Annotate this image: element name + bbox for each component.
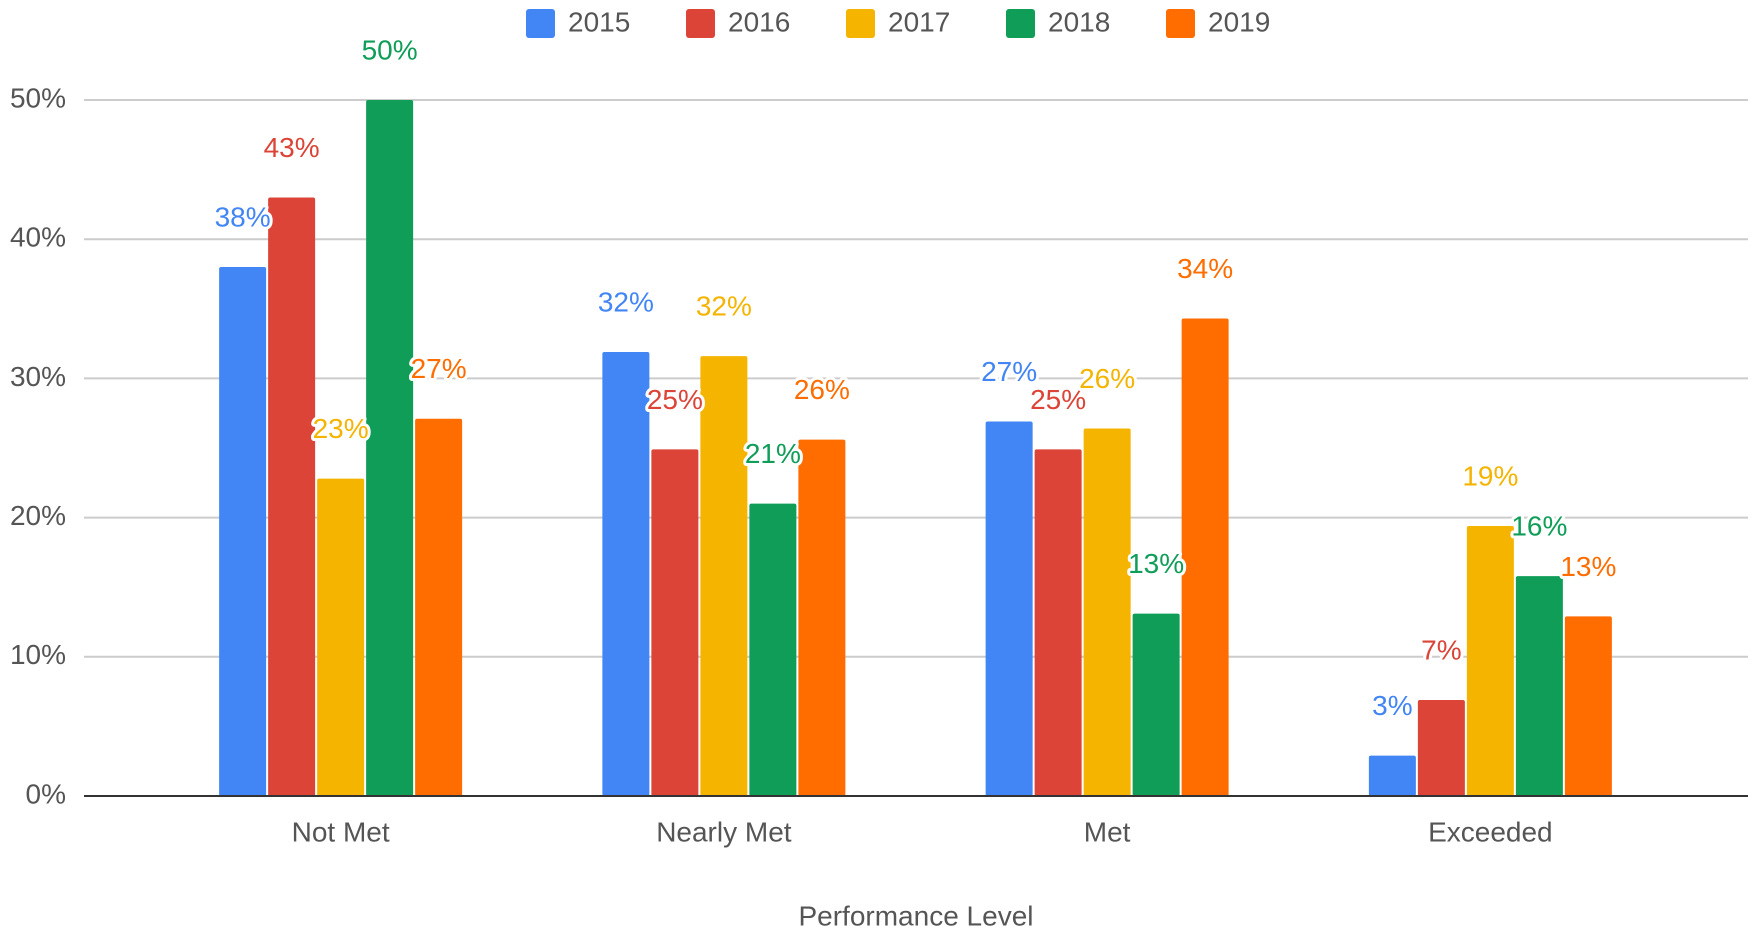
bar — [1034, 449, 1082, 796]
data-label: 19% — [1462, 460, 1518, 491]
x-tick-label: Met — [1084, 816, 1131, 847]
bar — [1181, 318, 1229, 796]
data-label: 7% — [1421, 634, 1461, 665]
bar — [1417, 699, 1465, 796]
data-label: 25% — [647, 384, 703, 415]
bar — [268, 197, 316, 796]
data-label: 13% — [1560, 551, 1616, 582]
bar — [749, 503, 797, 796]
y-tick-label: 0% — [26, 778, 66, 809]
legend-swatch — [686, 9, 715, 38]
data-label: 26% — [794, 374, 850, 405]
data-label: 27% — [981, 356, 1037, 387]
x-axis-title: Performance Level — [798, 900, 1033, 931]
bar — [798, 439, 846, 796]
bar — [651, 449, 699, 796]
data-label: 34% — [1177, 253, 1233, 284]
bar — [317, 478, 365, 796]
y-tick-label: 10% — [10, 639, 66, 670]
x-tick-label: Nearly Met — [656, 816, 792, 847]
bar — [219, 267, 267, 796]
bar — [366, 100, 414, 796]
data-label: 16% — [1511, 510, 1567, 541]
data-label: 25% — [1030, 384, 1086, 415]
x-tick-label: Not Met — [292, 816, 390, 847]
legend-label: 2018 — [1048, 6, 1110, 37]
legend-label: 2017 — [888, 6, 950, 37]
data-label: 43% — [264, 132, 320, 163]
data-label: 50% — [362, 34, 418, 65]
legend-swatch — [1166, 9, 1195, 38]
data-label: 27% — [411, 353, 467, 384]
bar — [1564, 616, 1612, 796]
data-label: 23% — [313, 413, 369, 444]
legend-label: 2016 — [728, 6, 790, 37]
legend-label: 2015 — [568, 6, 630, 37]
x-tick-label: Exceeded — [1428, 816, 1553, 847]
data-label: 38% — [215, 201, 271, 232]
legend-swatch — [1006, 9, 1035, 38]
bar — [1132, 613, 1180, 796]
bar — [602, 351, 650, 796]
data-label: 26% — [1079, 363, 1135, 394]
bar — [1466, 525, 1514, 796]
bar — [1083, 428, 1131, 796]
bar — [700, 356, 748, 796]
bar — [415, 418, 463, 796]
legend-swatch — [526, 9, 555, 38]
bar — [985, 421, 1033, 796]
data-label: 13% — [1128, 548, 1184, 579]
bar — [1368, 755, 1416, 796]
y-tick-label: 50% — [10, 82, 66, 113]
data-label: 32% — [598, 286, 654, 317]
y-tick-label: 40% — [10, 222, 66, 253]
bar — [1515, 576, 1563, 796]
legend-swatch — [846, 9, 875, 38]
y-tick-label: 30% — [10, 361, 66, 392]
data-label: 21% — [745, 438, 801, 469]
data-label: 32% — [696, 291, 752, 322]
data-label: 3% — [1372, 690, 1412, 721]
legend-label: 2019 — [1208, 6, 1270, 37]
y-tick-label: 20% — [10, 500, 66, 531]
